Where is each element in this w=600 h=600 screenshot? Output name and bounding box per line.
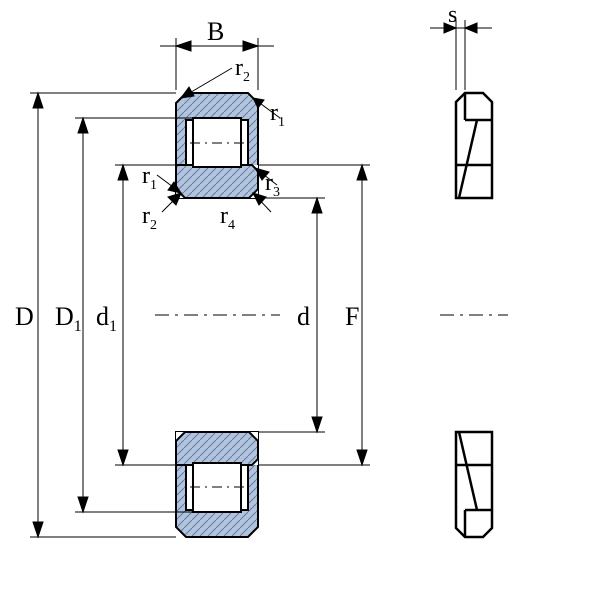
r2-left <box>162 193 181 212</box>
dim-D1 <box>75 118 192 512</box>
inner-ring-upper <box>176 165 258 198</box>
label-D: D <box>15 302 34 331</box>
label-r2-top: r2 <box>235 55 250 85</box>
label-F: F <box>345 302 359 331</box>
dim-s <box>430 20 492 90</box>
label-r3-right: r3 <box>265 170 280 200</box>
label-r4-right: r4 <box>220 203 235 233</box>
label-D1: D1 <box>55 302 82 335</box>
roller-upper <box>190 118 244 167</box>
roller-lower <box>190 463 244 512</box>
label-r1-left: r1 <box>142 163 157 193</box>
label-r1-top: r1 <box>270 100 285 130</box>
dim-d <box>258 198 325 432</box>
inner-ring-lower <box>176 432 258 465</box>
label-B: B <box>207 17 224 46</box>
label-s: s <box>448 2 457 28</box>
dim-d1 <box>115 165 192 465</box>
bearing-diagram: D D1 d1 d F B s r2 r1 r1 r2 r3 r4 <box>0 0 600 600</box>
label-r2-left: r2 <box>142 203 157 233</box>
label-d: d <box>297 302 310 331</box>
label-d1: d1 <box>96 302 117 335</box>
